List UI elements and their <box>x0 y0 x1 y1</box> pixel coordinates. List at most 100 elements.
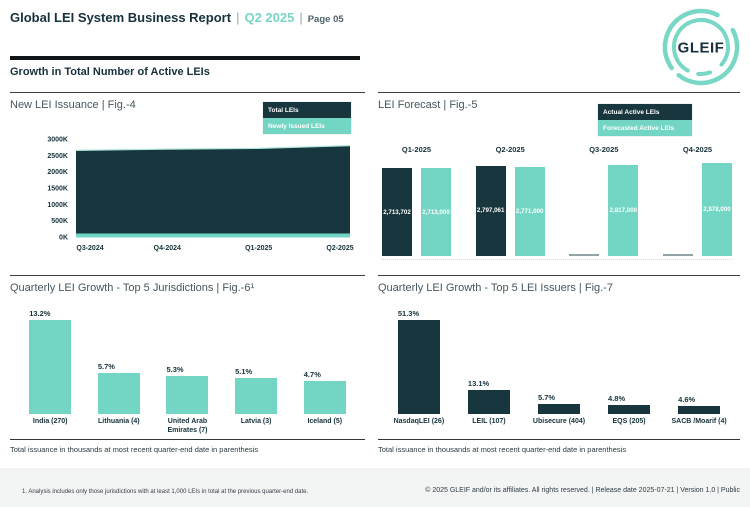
page-number: Page 05 <box>307 14 344 25</box>
gleif-logo-icon: GLEIF <box>662 8 740 86</box>
percent-label: 5.7% <box>537 392 556 402</box>
category-label: SACB /Moarif (4) <box>671 418 727 425</box>
category-label: United Arab Emirates (7) <box>167 418 208 435</box>
svg-text:500K: 500K <box>51 218 68 225</box>
header-separator: | <box>236 10 240 25</box>
panel-new-lei-issuance: New LEI Issuance | Fig.-4 Total LEIs New… <box>10 92 365 271</box>
percent-label: 4.8% <box>608 394 626 404</box>
gleif-logo-text: GLEIF <box>678 40 725 57</box>
bar <box>29 320 72 414</box>
bar-column: 5.1% <box>224 304 288 414</box>
zero-value-bar <box>569 254 600 256</box>
bar-group-Q1-2025: Q1-2025 2,713,702 2,713,000 <box>382 145 451 259</box>
legend-item-newly-issued-leis: Newly Issued LEIs <box>263 118 351 134</box>
svg-text:Q4-2024: Q4-2024 <box>154 245 181 252</box>
bar <box>166 376 209 414</box>
category-label: India (270) <box>32 418 68 425</box>
bar-column: 4.8% <box>596 304 662 414</box>
section-rule <box>10 56 360 60</box>
bar-forecasted: 2,817,000 <box>608 165 639 256</box>
bar-chart-top5-jurisdictions: 13.2% 5.7% 5.3% 5.1% 4.7% <box>18 304 357 414</box>
panel-top5-lei-issuers: Quarterly LEI Growth - Top 5 LEI Issuers… <box>378 275 740 459</box>
bar-column: 4.6% <box>666 304 732 414</box>
copyright-line: © 2025 GLEIF and/or its affiliates. All … <box>425 487 740 494</box>
chart-note-fig7: Total issuance in thousands at most rece… <box>378 445 627 454</box>
legend-fig5: Actual Active LEIs Forecasted Active LEI… <box>598 104 692 136</box>
category-labels-top5-lei-issuers: NasdaqLEI (26) LEIL (107) Ubisecure (404) E… <box>386 417 732 426</box>
bar-pair: 2,797,061 2,771,000 <box>475 163 545 256</box>
svg-text:Q3-2024: Q3-2024 <box>76 245 103 252</box>
category-label: Lithuania (4) <box>98 418 140 425</box>
percent-label: 4.7% <box>303 369 321 379</box>
chart-title-fig4: New LEI Issuance | Fig.-4 <box>10 99 136 111</box>
report-header: Global LEI System Business Report | Q2 202… <box>10 10 344 25</box>
category-label: NasdaqLEI (26) <box>393 418 445 425</box>
bar-forecasted: 2,713,000 <box>421 168 451 256</box>
percent-label: 5.7% <box>97 362 115 372</box>
svg-text:Q1-2025: Q1-2025 <box>245 245 272 252</box>
percent-label: 4.6% <box>678 394 696 404</box>
bar <box>235 377 278 414</box>
bar-group-Q3-2025: Q3-2025 2,817,000 <box>569 145 639 259</box>
bar-pair: 2,713,702 2,713,000 <box>382 163 451 256</box>
bar-group-Q2-2025: Q2-2025 2,797,061 2,771,000 <box>475 145 545 259</box>
section-title: Growth in Total Number of Active LEIs <box>10 66 210 78</box>
category-label: Iceland (5) <box>307 418 343 425</box>
legend-fig4: Total LEIs Newly Issued LEIs <box>263 102 351 134</box>
note-divider <box>10 439 365 440</box>
svg-text:3000K: 3000K <box>47 137 68 144</box>
panel-top5-jurisdictions: Quarterly LEI Growth - Top 5 Jurisdictio… <box>10 275 365 459</box>
bar-column: 5.7% <box>526 304 592 414</box>
bar-chart-top5-lei-issuers: 51.3% 13.1% 5.7% 4.8% 4.6% <box>386 304 732 414</box>
legend-item-total-leis: Total LEIs <box>263 102 351 118</box>
svg-text:2500K: 2500K <box>47 153 68 160</box>
bar-column: 13.2% <box>18 304 82 414</box>
bar-group-Q4-2025: Q4-2025 2,878,000 <box>662 145 732 259</box>
legend-item-forecasted-active-leis: Forecasted Active LEIs <box>598 120 692 136</box>
percent-label: 13.1% <box>467 379 490 388</box>
category-label: Q2-2025 <box>495 145 525 154</box>
chart-title-fig7: Quarterly LEI Growth - Top 5 LEI Issuers… <box>378 282 613 294</box>
note-divider <box>378 439 740 440</box>
bar-actual: 2,797,061 <box>475 165 506 256</box>
category-label: LEIL (107) <box>472 418 506 425</box>
bar <box>537 403 580 414</box>
footnote: 1. Analysis includes only those jurisdic… <box>22 489 309 495</box>
bar-column: 4.7% <box>293 304 357 414</box>
bar-column: 5.7% <box>87 304 151 414</box>
bar-pair: 2,817,000 <box>569 163 639 256</box>
report-period: Q2 2025 <box>244 10 295 25</box>
bar <box>97 373 140 414</box>
svg-text:0K: 0K <box>59 235 68 242</box>
svg-text:Q2-2025: Q2-2025 <box>326 245 353 252</box>
category-label: EQS (205) <box>612 418 646 425</box>
percent-label: 5.3% <box>166 365 184 375</box>
category-label: Q1-2025 <box>401 145 432 154</box>
legend-item-actual-active-leis: Actual Active LEIs <box>598 104 692 120</box>
bar-actual: 2,713,702 <box>382 168 412 256</box>
bar-pair: 2,878,000 <box>662 163 732 256</box>
bar-forecasted: 2,878,000 <box>701 163 732 256</box>
bar <box>397 320 440 414</box>
bar <box>608 405 651 414</box>
area-chart-new-lei-issuance: 3000K 2500K 2000K 1500K 1000K 500K 0K Q3-2024 Q4… <box>10 131 357 260</box>
bar-column: 5.3% <box>155 304 219 414</box>
svg-text:1500K: 1500K <box>47 186 68 193</box>
category-label: Q3-2025 <box>589 145 619 154</box>
svg-text:2000K: 2000K <box>47 169 68 176</box>
svg-text:1000K: 1000K <box>47 202 68 209</box>
chart-title-fig6: Quarterly LEI Growth - Top 5 Jurisdictio… <box>10 282 255 294</box>
panel-lei-forecast: LEI Forecast | Fig.-5 Actual Active LEIs… <box>378 92 740 271</box>
bar-forecasted: 2,771,000 <box>514 166 545 256</box>
bar-chart-lei-forecast: Q1-2025 2,713,702 2,713,000 Q2-2025 2,797,06… <box>382 145 732 260</box>
category-labels-top5-jurisdictions: India (270) Lithuania (4) United Arab Emir… <box>18 417 357 435</box>
bar <box>303 380 346 414</box>
bar-column: 13.1% <box>456 304 522 414</box>
percent-label: 13.2% <box>29 309 51 318</box>
category-label: Latvia (3) <box>240 418 272 425</box>
category-label: Ubisecure (404) <box>532 418 586 425</box>
bar <box>678 405 721 414</box>
report-title: Global LEI System Business Report <box>10 10 232 25</box>
footer-band: 1. Analysis includes only those jurisdic… <box>0 468 750 507</box>
